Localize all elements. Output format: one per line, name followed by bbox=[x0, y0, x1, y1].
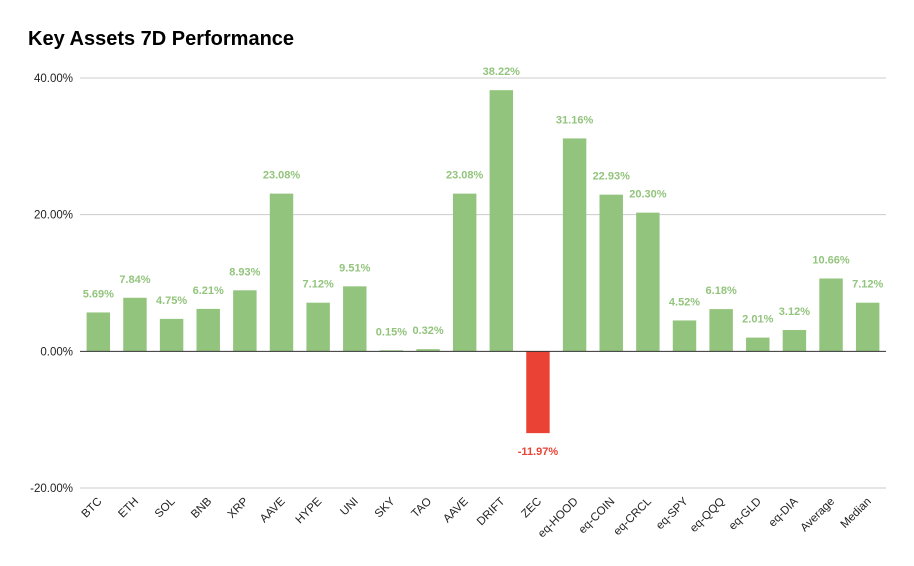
x-tick-label: eq-GLD bbox=[727, 496, 764, 533]
data-label: 38.22% bbox=[483, 66, 521, 78]
data-label: 7.12% bbox=[303, 279, 334, 291]
data-label: 0.32% bbox=[412, 325, 443, 337]
bar bbox=[452, 193, 477, 352]
data-label: 2.01% bbox=[742, 314, 773, 326]
bar bbox=[86, 312, 111, 352]
x-tick-label: eq-CRCL bbox=[612, 495, 655, 538]
data-label: 6.21% bbox=[193, 285, 224, 297]
data-label: 20.30% bbox=[629, 189, 667, 201]
y-tick-label: 40.00% bbox=[34, 73, 73, 85]
data-label: 6.18% bbox=[706, 285, 737, 297]
data-label: 5.69% bbox=[83, 288, 114, 300]
bar bbox=[343, 286, 367, 352]
x-tick-label: ETH bbox=[116, 496, 141, 521]
data-label: 10.66% bbox=[812, 254, 850, 266]
bar bbox=[562, 138, 587, 352]
x-tick-label: eq-HOOD bbox=[536, 496, 581, 541]
data-label: 0.15% bbox=[376, 326, 407, 338]
x-tick-label: XRP bbox=[226, 495, 251, 520]
x-tick-label: AAVE bbox=[258, 495, 288, 525]
bar bbox=[233, 290, 257, 352]
bar bbox=[123, 297, 147, 352]
x-tick-label: eq-DIA bbox=[767, 495, 801, 529]
bars bbox=[86, 90, 880, 434]
bar bbox=[379, 350, 404, 352]
x-axis-labels: BTC ETH SOL BNB XRP AAVE HYPE UNI SKY TAO AAVE DRIF… bbox=[80, 495, 874, 540]
bar bbox=[269, 193, 294, 352]
bar bbox=[782, 330, 807, 352]
x-tick-label: eq-SPY bbox=[654, 495, 691, 532]
bar bbox=[526, 351, 550, 434]
x-tick-label: UNI bbox=[338, 496, 360, 518]
x-tick-label: HYPE bbox=[294, 495, 325, 526]
bar bbox=[196, 308, 220, 352]
x-tick-label: SKY bbox=[373, 495, 398, 520]
data-label: 8.93% bbox=[229, 266, 260, 278]
x-tick-label: Average bbox=[799, 496, 838, 535]
x-tick-label: BNB bbox=[189, 495, 214, 520]
data-labels: 5.69% 7.84% 4.75% 6.21% 8.93% 23.08% 7.12% 9.51… bbox=[83, 66, 884, 458]
x-tick-label: AAVE bbox=[441, 495, 471, 525]
x-tick-label: eq-QQQ bbox=[688, 496, 727, 535]
data-label: 3.12% bbox=[779, 306, 810, 318]
data-label: 23.08% bbox=[446, 170, 484, 182]
grid-lines bbox=[80, 77, 886, 489]
bar bbox=[636, 212, 660, 352]
bar bbox=[855, 302, 880, 352]
bar bbox=[599, 194, 623, 352]
x-tick-label: Median bbox=[839, 496, 874, 531]
bar bbox=[306, 302, 330, 352]
data-label: 23.08% bbox=[263, 170, 301, 182]
data-label: 22.93% bbox=[593, 171, 631, 183]
bar bbox=[159, 318, 184, 352]
bar bbox=[746, 337, 770, 352]
y-axis-ticks: 40.00% 20.00% 0.00% -20.00% bbox=[30, 73, 73, 495]
data-label: 9.51% bbox=[339, 262, 370, 274]
bar bbox=[819, 278, 843, 352]
bar bbox=[672, 320, 697, 352]
x-tick-label: ZEC bbox=[519, 496, 544, 521]
y-tick-label: 0.00% bbox=[40, 346, 73, 358]
bar bbox=[489, 90, 514, 352]
data-label: -11.97% bbox=[518, 446, 559, 458]
data-label: 7.84% bbox=[119, 274, 150, 286]
x-tick-label: BTC bbox=[80, 496, 105, 521]
bar bbox=[709, 309, 733, 352]
x-tick-label: SOL bbox=[153, 495, 178, 520]
data-label: 31.16% bbox=[556, 114, 594, 126]
x-tick-label: TAO bbox=[410, 496, 435, 521]
chart-title: Key Assets 7D Performance bbox=[28, 28, 295, 50]
y-tick-label: 20.00% bbox=[34, 210, 73, 222]
x-tick-label: DRIFT bbox=[475, 496, 507, 528]
bar bbox=[416, 349, 440, 352]
data-label: 4.75% bbox=[156, 295, 187, 307]
y-tick-label: -20.00% bbox=[30, 483, 73, 495]
data-label: 7.12% bbox=[852, 279, 883, 291]
data-label: 4.52% bbox=[669, 296, 700, 308]
